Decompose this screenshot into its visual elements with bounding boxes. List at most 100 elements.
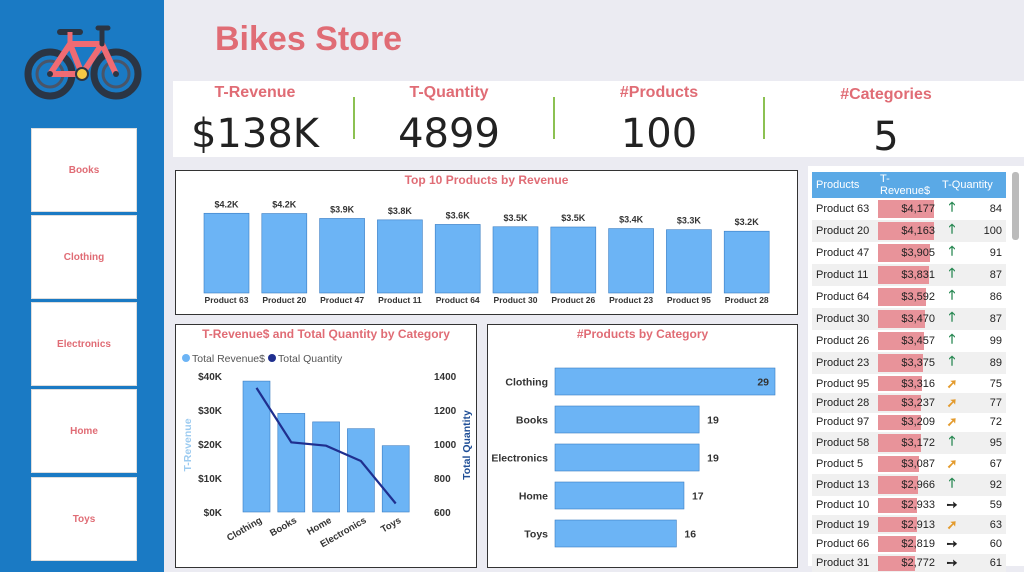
arrow-right-icon: ➙ [946, 536, 958, 552]
y-tick-label: $0K [204, 508, 223, 519]
cell-revenue-text: $3,237 [901, 397, 935, 410]
table-row[interactable]: Product 63 $4,177 🡑 84 [812, 198, 1006, 220]
kpi-value: 5 [873, 114, 899, 160]
kpi-value: $138K [190, 111, 320, 157]
slicer-books[interactable]: Books [31, 128, 137, 212]
bar[interactable] [666, 229, 712, 294]
col-revenue[interactable]: T-Revenue$ [876, 172, 938, 198]
cell-product: Product 30 [812, 308, 876, 330]
cell-quantity: 60 [989, 538, 1002, 551]
bar[interactable] [319, 218, 365, 294]
cell-revenue: $3,831 [876, 264, 938, 286]
slicer-home[interactable]: Home [31, 389, 137, 473]
table-row[interactable]: Product 95 $3,316 ➚ 75 [812, 374, 1006, 393]
data-label: $3.5K [503, 213, 528, 223]
bar[interactable] [608, 228, 654, 294]
data-label: $3.5K [561, 213, 586, 223]
table-row[interactable]: Product 19 $2,913 ➚ 63 [812, 514, 1006, 535]
table-row[interactable]: Product 10 $2,933 ➙ 59 [812, 496, 1006, 515]
y-tick-label: Home [519, 491, 548, 503]
table-row[interactable]: Product 30 $3,470 🡑 87 [812, 308, 1006, 330]
data-label: 17 [692, 491, 704, 503]
bar[interactable] [377, 219, 423, 294]
data-bar [878, 414, 921, 431]
bar[interactable] [492, 226, 539, 294]
col-products[interactable]: Products [812, 172, 876, 198]
cell-revenue-text: $2,772 [901, 557, 935, 570]
x-tick-label: Product 20 [262, 295, 306, 305]
table-row[interactable]: Product 64 $3,592 🡑 86 [812, 286, 1006, 308]
cell-revenue: $3,316 [876, 374, 938, 393]
arrow-up-icon: 🡑 [938, 473, 966, 496]
cell-quantity: 86 [989, 291, 1002, 303]
bar[interactable] [554, 481, 685, 510]
table-row[interactable]: Product 13 $2,966 🡑 92 [812, 473, 1006, 496]
table-row[interactable]: Product 11 $3,831 🡑 87 [812, 264, 1006, 286]
cell-quantity: 87 [966, 308, 1006, 330]
x-tick-label: Product 26 [551, 295, 595, 305]
cell-product: Product 19 [812, 514, 876, 535]
cell-quantity: 75 [989, 377, 1002, 390]
cell-product: Product 11 [812, 264, 876, 286]
y-tick-label: $10K [198, 474, 223, 485]
cell-revenue-text: $3,831 [901, 269, 935, 281]
bar[interactable] [312, 421, 340, 513]
table-scrollbar[interactable] [1012, 172, 1019, 240]
table-row[interactable]: Product 66 $2,819 ➙ 60 [812, 534, 1006, 553]
data-bar [878, 516, 917, 533]
bar[interactable] [554, 519, 677, 548]
bar[interactable] [203, 212, 250, 294]
bar[interactable] [554, 405, 700, 434]
table-row[interactable]: Product 23 $3,375 🡑 89 [812, 352, 1006, 374]
table-row[interactable]: Product 20 $4,163 🡑 100 [812, 220, 1006, 242]
cell-product: Product 66 [816, 538, 870, 551]
bar[interactable] [261, 213, 308, 294]
kpi-label: T-Quantity [409, 84, 489, 101]
data-bar [878, 434, 921, 453]
y2-tick-label: 1400 [434, 372, 457, 383]
table-row[interactable]: Product 58 $3,172 🡑 95 [812, 432, 1006, 455]
table-row[interactable]: Product 5 $3,087 ➚ 67 [812, 454, 1006, 473]
cell-quantity: 100 [966, 220, 1006, 242]
arrow-up-icon: 🡑 [948, 287, 956, 302]
table-row[interactable]: Product 26 $3,457 🡑 99 [812, 330, 1006, 352]
cell-product: Product 31 [812, 553, 876, 572]
bar[interactable] [347, 428, 375, 513]
bar[interactable] [434, 224, 481, 294]
cell-revenue-text: $3,209 [901, 416, 935, 429]
data-bar [878, 475, 918, 494]
arrow-up-icon: 🡑 [948, 331, 956, 346]
cell-product: Product 5 [816, 457, 864, 470]
cell-revenue: $3,457 [876, 330, 938, 352]
products-by-category-chart: #Products by Category Clothing 29 Books 19 E… [487, 324, 798, 568]
table-row[interactable]: Product 31 $2,772 ➙ 61 [812, 553, 1006, 572]
quantity-line[interactable] [255, 387, 397, 505]
col-quantity[interactable]: T-Quantity [938, 172, 1006, 198]
table-row[interactable]: Product 47 $3,905 🡑 91 [812, 242, 1006, 264]
bar[interactable] [381, 445, 410, 513]
slicer-toys[interactable]: Toys [31, 477, 137, 561]
data-bar [878, 376, 922, 392]
cell-revenue: $3,470 [876, 308, 938, 330]
kpi-value: 100 [620, 111, 698, 157]
cell-quantity: 84 [989, 203, 1002, 215]
cell-revenue: $2,819 [876, 534, 938, 553]
cell-quantity: 59 [989, 499, 1002, 512]
category-combo-svg: Total Revenue$ Total Quantity $0K $10K $20K $… [182, 353, 473, 550]
cell-revenue: $3,905 [876, 242, 938, 264]
products-table-panel: Products T-Revenue$ T-Quantity Product 6… [808, 166, 1024, 572]
bar[interactable] [554, 367, 776, 396]
cell-revenue: $2,966 [876, 473, 938, 496]
bar[interactable] [550, 226, 597, 294]
table-row[interactable]: Product 28 $3,237 ➚ 77 [812, 393, 1006, 413]
cell-revenue-text: $2,913 [901, 518, 935, 531]
slicer-clothing[interactable]: Clothing [31, 215, 137, 299]
bar[interactable] [554, 443, 700, 472]
slicer-electronics[interactable]: Electronics [31, 302, 137, 386]
data-bar [878, 200, 934, 218]
kpi-label: #Products [619, 84, 699, 101]
bar[interactable] [723, 230, 770, 294]
cell-revenue: $3,237 [876, 393, 938, 413]
table-row[interactable]: Product 97 $3,209 ➚ 72 [812, 413, 1006, 432]
cell-revenue-text: $4,177 [901, 203, 935, 215]
